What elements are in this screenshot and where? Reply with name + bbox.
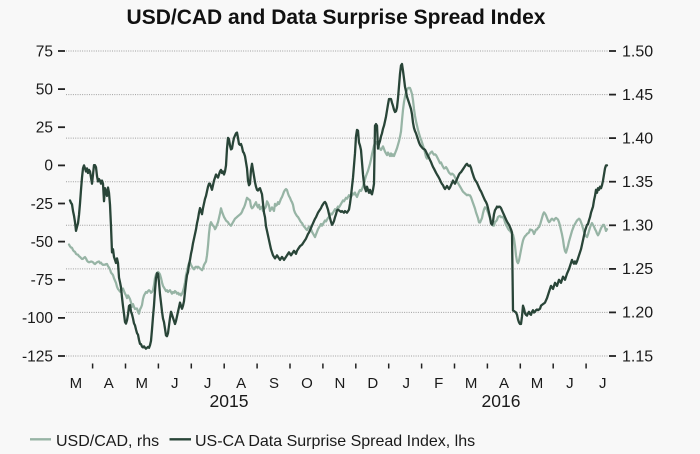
svg-text:1.15: 1.15	[622, 348, 653, 365]
svg-text:USD/CAD, rhs: USD/CAD, rhs	[56, 433, 159, 449]
svg-text:A: A	[104, 375, 114, 392]
svg-text:USD/CAD and Data Surprise Spre: USD/CAD and Data Surprise Spread Index	[127, 6, 546, 29]
svg-text:A: A	[236, 375, 246, 392]
svg-text:-125: -125	[22, 348, 53, 365]
svg-text:1.50: 1.50	[622, 43, 653, 60]
svg-text:M: M	[70, 375, 83, 392]
svg-text:US-CA Data Surprise Spread Ind: US-CA Data Surprise Spread Index, lhs	[195, 433, 475, 449]
svg-text:1.40: 1.40	[622, 130, 653, 147]
svg-text:-75: -75	[31, 272, 53, 289]
svg-text:2015: 2015	[210, 391, 249, 411]
svg-text:J: J	[204, 375, 212, 392]
svg-text:S: S	[269, 375, 279, 392]
svg-text:2016: 2016	[482, 391, 521, 411]
svg-text:J: J	[599, 375, 607, 392]
svg-text:-100: -100	[22, 310, 53, 327]
svg-text:J: J	[566, 375, 574, 392]
svg-text:N: N	[334, 375, 345, 392]
svg-text:F: F	[434, 375, 443, 392]
svg-text:1.30: 1.30	[622, 218, 653, 235]
svg-text:M: M	[135, 375, 148, 392]
svg-text:50: 50	[36, 81, 54, 98]
svg-text:25: 25	[36, 120, 53, 137]
svg-text:1.45: 1.45	[622, 87, 653, 104]
svg-text:D: D	[367, 375, 378, 392]
svg-text:J: J	[171, 375, 179, 392]
svg-text:A: A	[499, 375, 509, 392]
svg-text:M: M	[531, 375, 544, 392]
svg-text:O: O	[301, 375, 313, 392]
svg-text:M: M	[465, 375, 478, 392]
svg-text:-25: -25	[31, 196, 53, 213]
svg-text:1.35: 1.35	[622, 174, 653, 191]
svg-text:1.20: 1.20	[622, 305, 653, 322]
svg-text:1.25: 1.25	[622, 261, 653, 278]
svg-text:-50: -50	[31, 234, 54, 251]
svg-text:0: 0	[44, 158, 53, 175]
svg-text:J: J	[403, 375, 411, 392]
svg-text:75: 75	[36, 43, 53, 60]
